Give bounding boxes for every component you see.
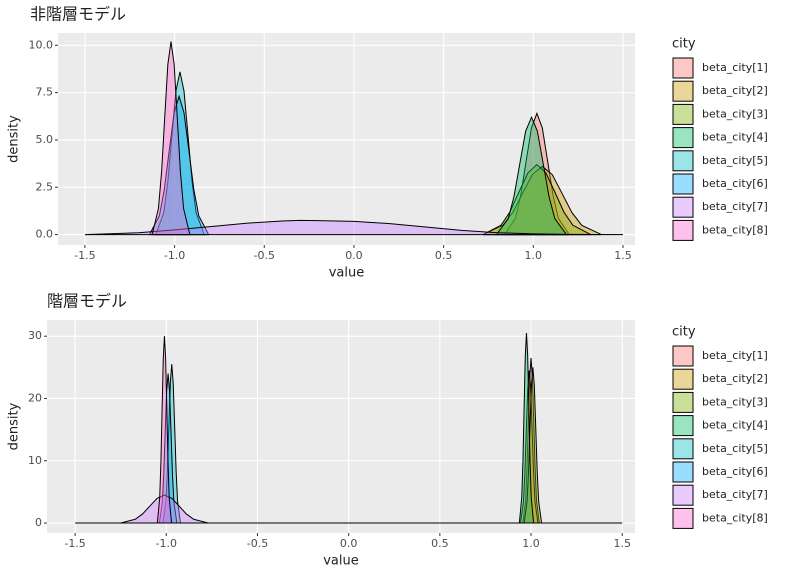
legend-key — [672, 150, 694, 172]
chart-title: 階層モデル — [47, 292, 127, 311]
legend-label: beta_city[1] — [702, 61, 768, 74]
x-tick-label: 0.5 — [431, 537, 449, 550]
legend-key — [672, 345, 694, 367]
legend-key — [672, 391, 694, 413]
chart-title: 非階層モデル — [30, 5, 126, 24]
legend-key — [672, 127, 694, 149]
x-tick-label: 1.5 — [613, 537, 631, 550]
legend-label: beta_city[5] — [702, 154, 768, 167]
density-area — [518, 333, 535, 524]
density-area — [523, 367, 543, 524]
legend-label: beta_city[4] — [702, 419, 768, 432]
legend-label: beta_city[5] — [702, 442, 768, 455]
y-tick-label: 30 — [28, 329, 42, 342]
plot-background — [47, 320, 635, 533]
legend-key — [672, 507, 694, 529]
y-tick-label: 5.0 — [36, 133, 54, 146]
density-area — [75, 494, 623, 524]
density-area — [155, 71, 205, 236]
density-area — [84, 219, 623, 236]
legend-key — [672, 438, 694, 460]
legend-label: beta_city[3] — [702, 107, 768, 120]
density-area — [495, 115, 568, 236]
legend-label: beta_city[4] — [702, 131, 768, 144]
legend-key — [672, 219, 694, 241]
x-tick-label: 1.5 — [614, 249, 632, 262]
y-tick-label: 0.0 — [36, 228, 54, 241]
density-area — [522, 357, 540, 524]
legend-key — [672, 196, 694, 218]
legend-key — [672, 80, 694, 102]
x-axis-label: value — [329, 266, 365, 281]
x-tick-label: -1.5 — [64, 537, 85, 550]
legend-label: beta_city[3] — [702, 395, 768, 408]
legend-label: beta_city[7] — [702, 488, 768, 501]
y-tick-label: 2.5 — [36, 180, 54, 193]
y-tick-label: 10.0 — [29, 38, 54, 51]
legend-label: beta_city[6] — [702, 177, 768, 190]
x-tick-label: -1.5 — [74, 249, 95, 262]
x-tick-label: 0.0 — [345, 249, 363, 262]
legend-key — [672, 368, 694, 390]
legend-key — [672, 415, 694, 437]
legend-key — [672, 57, 694, 79]
x-tick-label: 0.5 — [435, 249, 453, 262]
legend-label: beta_city[8] — [702, 223, 768, 236]
legend-label: beta_city[1] — [702, 349, 768, 362]
y-tick-label: 10 — [28, 454, 42, 467]
density-area — [148, 94, 210, 236]
legend-label: beta_city[2] — [702, 372, 768, 385]
legend-label: beta_city[7] — [702, 200, 768, 213]
legend-key — [672, 461, 694, 483]
density-area — [482, 165, 602, 236]
legend-label: beta_city[2] — [702, 84, 768, 97]
x-tick-label: -0.5 — [254, 249, 275, 262]
x-tick-label: 0.0 — [340, 537, 358, 550]
x-tick-label: -1.0 — [156, 537, 177, 550]
legend-title: city — [672, 325, 696, 340]
legend-label: beta_city[6] — [702, 465, 768, 478]
legend-key — [672, 173, 694, 195]
y-tick-label: 7.5 — [36, 86, 54, 99]
x-tick-label: 1.0 — [522, 537, 540, 550]
legend-title: city — [672, 37, 696, 52]
x-tick-label: 1.0 — [525, 249, 543, 262]
x-axis-label: value — [323, 554, 359, 569]
y-axis-label: density — [7, 402, 22, 450]
density-area — [151, 41, 191, 236]
legend-key — [672, 484, 694, 506]
density-area — [156, 336, 173, 524]
y-axis-label: density — [7, 115, 22, 163]
y-tick-label: 0 — [35, 516, 42, 529]
legend-key — [672, 103, 694, 125]
legend-label: beta_city[8] — [702, 511, 768, 524]
y-tick-label: 20 — [28, 391, 42, 404]
x-tick-label: -1.0 — [164, 249, 185, 262]
x-tick-label: -0.5 — [247, 537, 268, 550]
density-area — [482, 163, 591, 236]
